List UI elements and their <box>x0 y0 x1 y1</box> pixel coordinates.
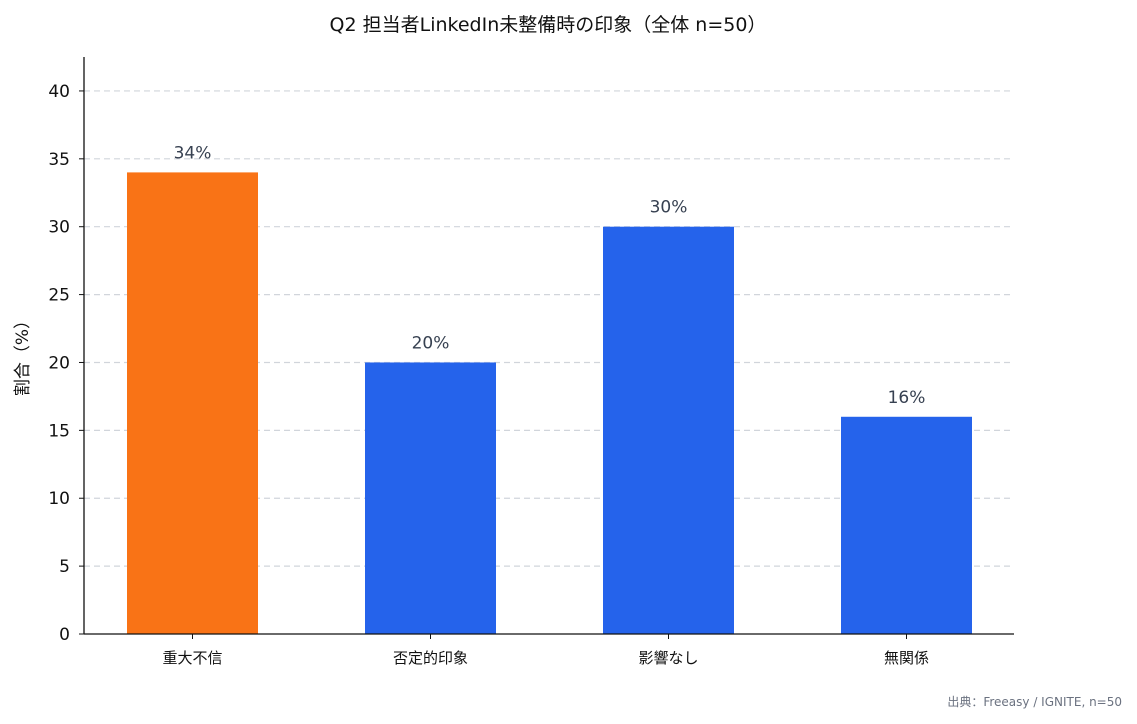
y-tick-label: 20 <box>48 353 70 373</box>
x-tick-label: 無関係 <box>884 649 929 667</box>
value-label: 34% <box>174 143 212 163</box>
x-tick-labels: 重大不信 否定的印象 影響なし 無関係 <box>162 634 929 667</box>
y-tick-label: 5 <box>59 557 70 577</box>
bar <box>127 172 258 634</box>
y-tick-label: 35 <box>48 150 70 170</box>
y-tick-label: 15 <box>48 421 70 441</box>
chart-title: Q2 担当者LinkedIn未整備時の印象（全体 n=50） <box>330 14 767 36</box>
bar <box>603 226 734 635</box>
x-tick-label: 影響なし <box>638 649 698 667</box>
x-tick-label: 否定的印象 <box>393 649 468 667</box>
y-tick-label: 25 <box>48 286 70 306</box>
source-note: 出典：Freeasy / IGNITE, n=50 <box>947 695 1122 709</box>
x-tick-label: 重大不信 <box>162 649 222 667</box>
y-axis-label: 割合（%） <box>13 312 33 396</box>
bar <box>365 362 496 634</box>
y-tick-label: 30 <box>48 218 70 238</box>
axes <box>83 57 1014 635</box>
value-label: 16% <box>888 388 926 408</box>
y-tick-label: 0 <box>59 625 70 645</box>
value-label: 20% <box>412 333 450 353</box>
y-tick-label: 10 <box>48 489 70 509</box>
bars <box>127 172 972 635</box>
bar <box>841 416 972 634</box>
value-label: 30% <box>650 198 688 218</box>
y-tick-label: 40 <box>48 82 70 102</box>
y-tick-labels: 0 5 10 15 20 25 30 35 40 <box>48 82 84 645</box>
value-labels: 34% 20% 30% 16% <box>174 143 926 407</box>
